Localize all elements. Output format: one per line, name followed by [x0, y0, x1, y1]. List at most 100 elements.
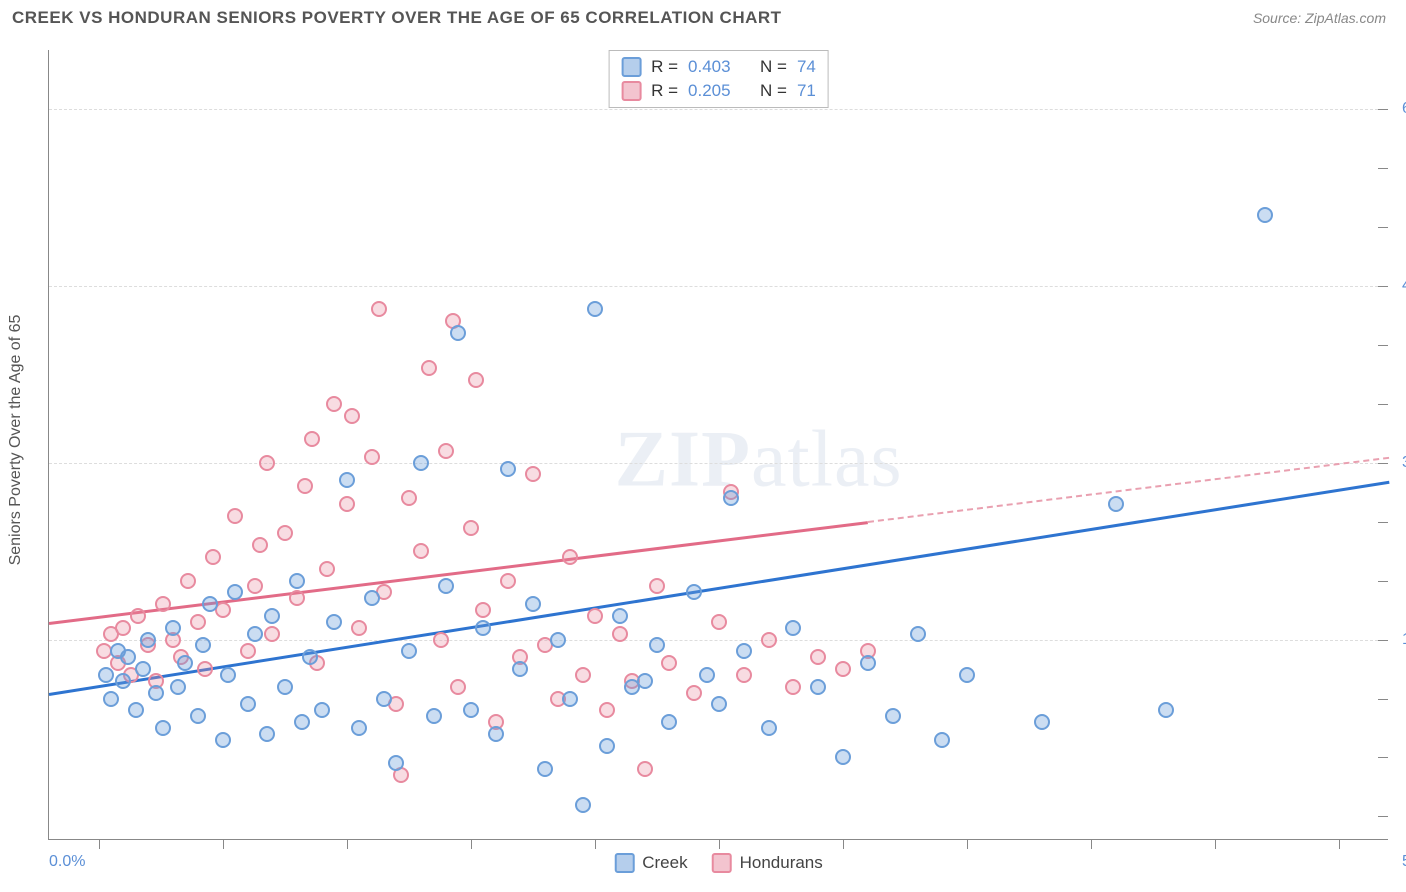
y-tick — [1378, 404, 1388, 405]
x-tick — [471, 839, 472, 849]
swatch-blue — [621, 57, 641, 77]
data-point-hondurans — [413, 543, 429, 559]
data-point-creek — [314, 702, 330, 718]
correlation-stats-box: R = 0.403 N = 74 R = 0.205 N = 71 — [608, 50, 829, 108]
data-point-creek — [115, 673, 131, 689]
data-point-creek — [686, 584, 702, 600]
y-tick — [1378, 227, 1388, 228]
data-point-creek — [294, 714, 310, 730]
data-point-creek — [525, 596, 541, 612]
y-tick-label: 60.0% — [1394, 100, 1406, 118]
legend-label: Hondurans — [740, 853, 823, 873]
data-point-hondurans — [205, 549, 221, 565]
x-axis-max-label: 50.0% — [1394, 853, 1406, 871]
data-point-hondurans — [711, 614, 727, 630]
data-point-hondurans — [130, 608, 146, 624]
data-point-hondurans — [180, 573, 196, 589]
data-point-hondurans — [736, 667, 752, 683]
y-tick — [1378, 757, 1388, 758]
data-point-creek — [247, 626, 263, 642]
data-point-creek — [488, 726, 504, 742]
data-point-creek — [649, 637, 665, 653]
data-point-creek — [220, 667, 236, 683]
data-point-creek — [885, 708, 901, 724]
r-label: R = — [651, 81, 678, 101]
y-tick — [1378, 345, 1388, 346]
data-point-hondurans — [500, 573, 516, 589]
data-point-hondurans — [351, 620, 367, 636]
data-point-hondurans — [835, 661, 851, 677]
data-point-creek — [910, 626, 926, 642]
gridline — [49, 286, 1388, 287]
series-legend: Creek Hondurans — [614, 853, 823, 873]
data-point-creek — [450, 325, 466, 341]
y-axis-title: Seniors Poverty Over the Age of 65 — [7, 315, 25, 566]
data-point-creek — [170, 679, 186, 695]
data-point-creek — [1108, 496, 1124, 512]
data-point-hondurans — [587, 608, 603, 624]
data-point-hondurans — [562, 549, 578, 565]
trend-line-hondurans — [49, 521, 868, 625]
data-point-creek — [148, 685, 164, 701]
n-label: N = — [760, 81, 787, 101]
x-tick — [1339, 839, 1340, 849]
data-point-hondurans — [155, 596, 171, 612]
data-point-hondurans — [575, 667, 591, 683]
data-point-creek — [711, 696, 727, 712]
y-tick — [1378, 816, 1388, 817]
data-point-hondurans — [197, 661, 213, 677]
data-point-creek — [785, 620, 801, 636]
x-tick — [347, 839, 348, 849]
data-point-hondurans — [401, 490, 417, 506]
data-point-hondurans — [421, 360, 437, 376]
y-tick — [1378, 522, 1388, 523]
n-label: N = — [760, 57, 787, 77]
data-point-creek — [120, 649, 136, 665]
data-point-creek — [140, 632, 156, 648]
data-point-hondurans — [240, 643, 256, 659]
y-tick-label: 30.0% — [1394, 454, 1406, 472]
r-label: R = — [651, 57, 678, 77]
data-point-creek — [413, 455, 429, 471]
y-tick-label: 45.0% — [1394, 277, 1406, 295]
data-point-hondurans — [761, 632, 777, 648]
watermark: ZIPatlas — [615, 415, 903, 506]
x-tick — [595, 839, 596, 849]
data-point-creek — [277, 679, 293, 695]
n-value: 74 — [797, 57, 816, 77]
data-point-creek — [364, 590, 380, 606]
x-tick — [843, 839, 844, 849]
data-point-creek — [155, 720, 171, 736]
data-point-hondurans — [252, 537, 268, 553]
r-value: 0.403 — [688, 57, 731, 77]
data-point-hondurans — [339, 496, 355, 512]
data-point-hondurans — [277, 525, 293, 541]
data-point-creek — [723, 490, 739, 506]
data-point-hondurans — [319, 561, 335, 577]
trend-line-hondurans-extrapolated — [868, 457, 1389, 523]
legend-label: Creek — [642, 853, 687, 873]
data-point-creek — [351, 720, 367, 736]
data-point-creek — [426, 708, 442, 724]
x-tick — [1215, 839, 1216, 849]
data-point-hondurans — [637, 761, 653, 777]
data-point-creek — [195, 637, 211, 653]
data-point-hondurans — [649, 578, 665, 594]
data-point-creek — [550, 632, 566, 648]
legend-item-creek: Creek — [614, 853, 687, 873]
y-tick — [1378, 581, 1388, 582]
data-point-creek — [624, 679, 640, 695]
y-tick — [1378, 463, 1388, 464]
data-point-hondurans — [364, 449, 380, 465]
data-point-creek — [463, 702, 479, 718]
r-value: 0.205 — [688, 81, 731, 101]
data-point-creek — [326, 614, 342, 630]
data-point-creek — [736, 643, 752, 659]
data-point-hondurans — [599, 702, 615, 718]
data-point-creek — [388, 755, 404, 771]
data-point-creek — [1034, 714, 1050, 730]
data-point-creek — [103, 691, 119, 707]
data-point-creek — [227, 584, 243, 600]
data-point-hondurans — [297, 478, 313, 494]
data-point-hondurans — [259, 455, 275, 471]
